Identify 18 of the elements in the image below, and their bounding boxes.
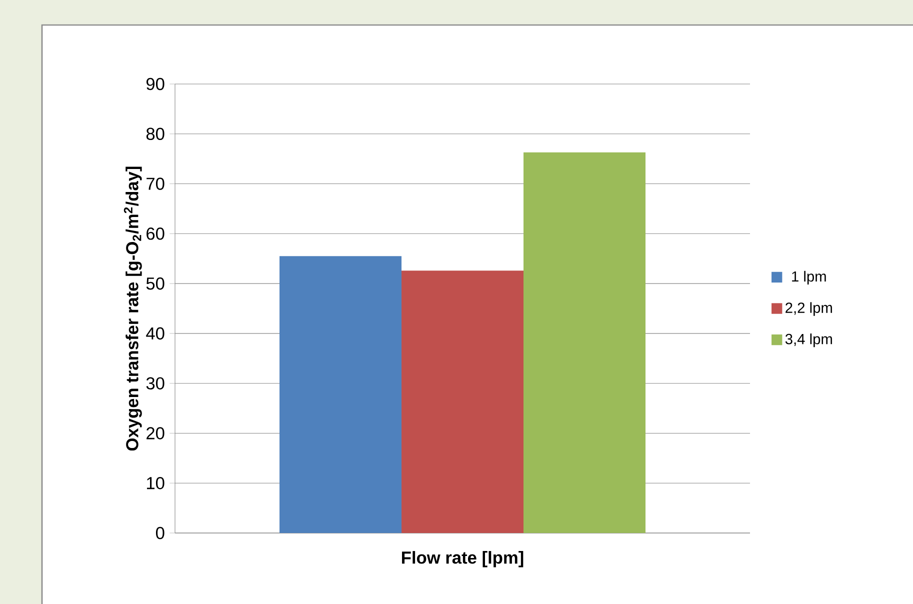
x-axis-title: Flow rate [lpm] bbox=[402, 551, 524, 568]
y-axis-title: Oxygen transfer rate [g-O$_{2}$/m$^{2}$/day] bbox=[124, 166, 142, 451]
y-tick-label: 50 bbox=[146, 277, 164, 290]
y-tick-label: 30 bbox=[146, 377, 164, 390]
y-tick-label: 20 bbox=[146, 427, 164, 440]
y-tick-label: 10 bbox=[147, 476, 164, 490]
y-tick-label: 90 bbox=[146, 78, 164, 90]
legend-label: 3,4 lpm bbox=[785, 333, 832, 348]
y-tick-label: 70 bbox=[146, 178, 164, 190]
y-tick-label: 40 bbox=[146, 327, 164, 340]
bar bbox=[280, 256, 402, 533]
legend-label: 2,2 lpm bbox=[786, 302, 832, 316]
y-tick-label: 60 bbox=[146, 228, 164, 240]
y-tick-label: 0 bbox=[156, 526, 164, 540]
bar bbox=[402, 270, 524, 533]
y-tick-label: 80 bbox=[146, 128, 164, 140]
bar bbox=[524, 152, 646, 533]
legend-label: 1 lpm bbox=[792, 270, 826, 285]
